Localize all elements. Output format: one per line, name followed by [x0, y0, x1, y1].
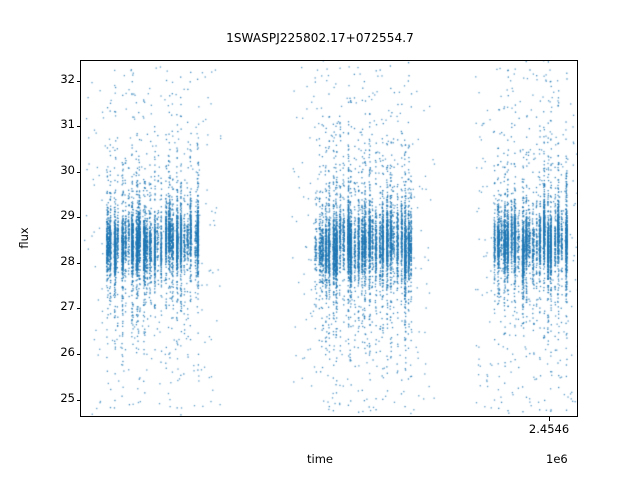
y-tick-mark [76, 171, 80, 173]
y-tick-mark [76, 80, 80, 82]
page-title: 1SWASPJ225802.17+072554.7 [226, 31, 414, 45]
scatter-plot-canvas [80, 60, 578, 417]
x-axis-offset-label: 1e6 [546, 452, 568, 466]
y-tick-mark [76, 126, 80, 128]
y-tick-mark [76, 262, 80, 264]
y-axis-label: flux [17, 227, 31, 249]
x-axis-label: time [307, 452, 333, 466]
axes-frame [80, 60, 578, 417]
y-tick-mark [76, 399, 80, 401]
y-tick-mark [76, 217, 80, 219]
y-tick-mark [76, 354, 80, 356]
y-tick-mark [76, 308, 80, 310]
x-tick-label: 2.4546 [528, 422, 570, 436]
x-tick-mark [549, 417, 551, 421]
